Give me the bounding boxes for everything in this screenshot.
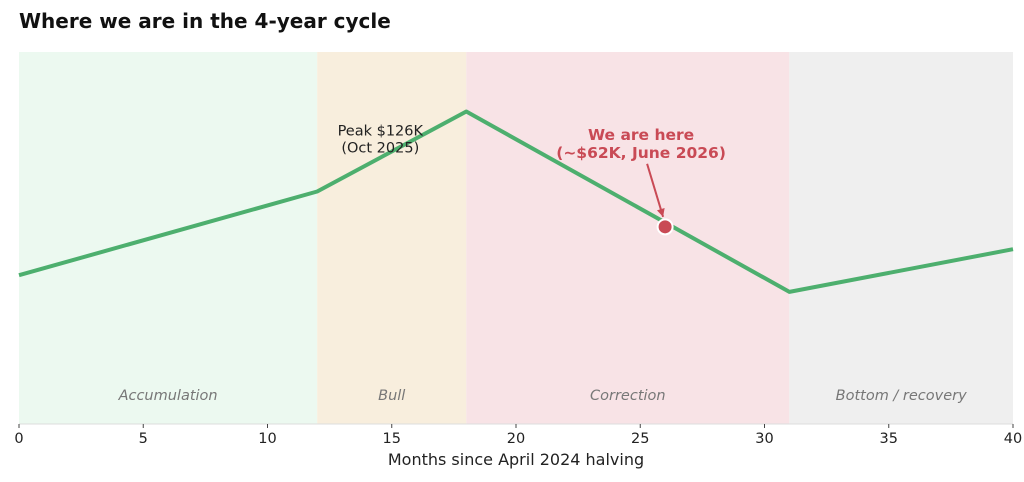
x-tick-label-6: 30: [755, 431, 773, 447]
phase-label-0: Accumulation: [118, 388, 218, 404]
phase-labels: Accumulation Bull Correction Bottom / recov…: [118, 388, 968, 404]
x-tick-label-1: 5: [139, 431, 148, 447]
current-annotation-line-1: (~$62K, June 2026): [556, 144, 726, 162]
x-tick-label-4: 20: [507, 431, 525, 447]
phase-band-0: [19, 52, 318, 424]
peak-annotation-line-1: (Oct 2025): [341, 141, 419, 157]
x-axis-ticks: 0 5 10 15 20 25 30 35 40: [14, 424, 1022, 447]
current-position-marker: [656, 218, 674, 236]
peak-annotation-line-0: Peak $126K: [338, 124, 424, 140]
phase-band-1: [317, 52, 467, 424]
phase-bands: [19, 52, 1013, 424]
phase-label-3: Bottom / recovery: [836, 388, 967, 404]
x-tick-label-5: 25: [631, 431, 649, 447]
phase-label-2: Correction: [590, 388, 666, 404]
phase-band-2: [466, 52, 790, 424]
series-line: [18, 109, 1014, 294]
current-arrow-head: [656, 208, 665, 217]
x-tick-label-3: 15: [383, 431, 401, 447]
chart-title: Where we are in the 4-year cycle: [19, 9, 391, 33]
x-tick-label-2: 10: [258, 431, 276, 447]
x-tick-label-0: 0: [14, 431, 23, 447]
current-arrow-shaft: [646, 163, 665, 218]
x-tick-label-8: 40: [1004, 431, 1022, 447]
phase-band-3: [789, 52, 1013, 424]
current-annotation-line-0: We are here: [588, 126, 694, 144]
x-axis-label: Months since April 2024 halving: [388, 450, 644, 469]
phase-label-1: Bull: [378, 388, 405, 404]
annotations: Peak $126K(Oct 2025) We are here(~$62K, J…: [338, 124, 726, 236]
x-tick-label-7: 35: [880, 431, 898, 447]
